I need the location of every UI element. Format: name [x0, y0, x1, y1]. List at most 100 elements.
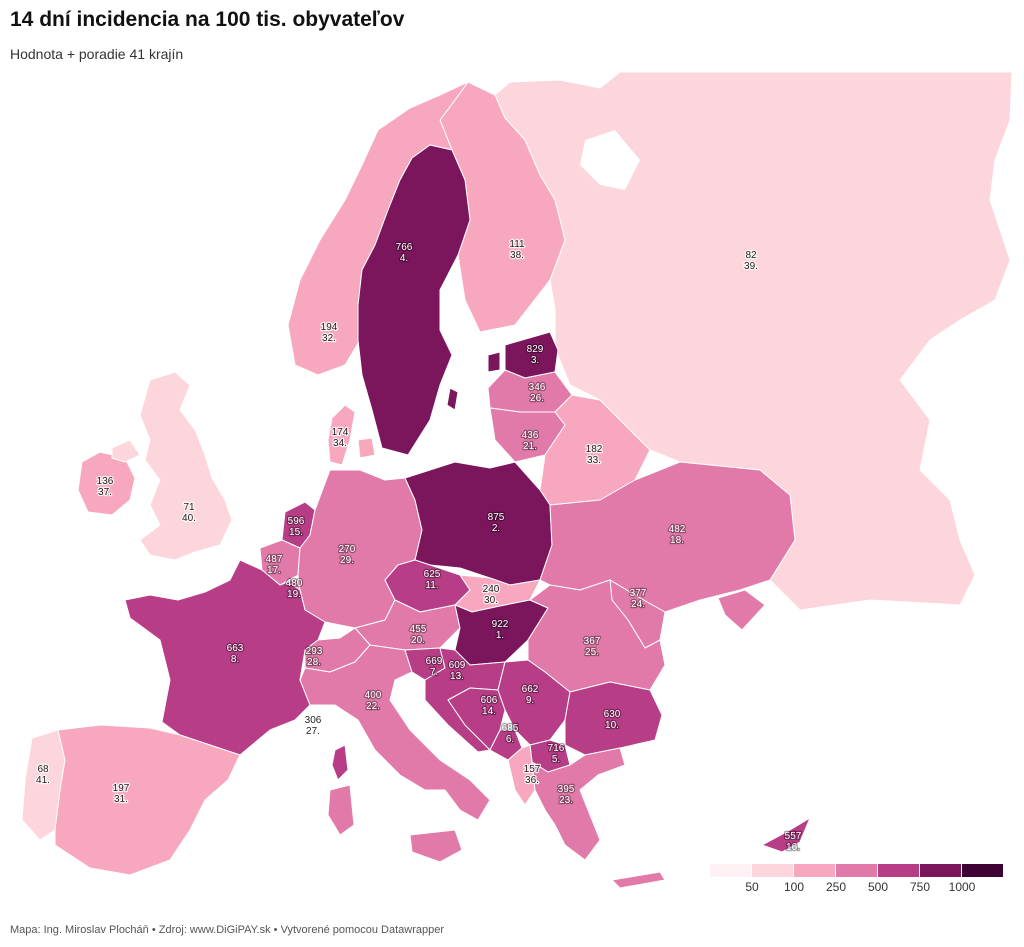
- region-italy-sicily[interactable]: [409, 829, 463, 863]
- label-portugal: 68 41.: [36, 764, 50, 786]
- legend-tick: 750: [910, 880, 930, 894]
- label-russia: 82 39.: [744, 250, 758, 272]
- label-switzerland: 293 28.: [306, 646, 323, 668]
- region-spain[interactable]: [54, 724, 241, 876]
- region-ireland[interactable]: [77, 451, 136, 516]
- label-value: 829: [527, 344, 544, 355]
- label-rank: 14.: [482, 706, 496, 717]
- legend-tick: 100: [784, 880, 804, 894]
- color-legend: 50 100 250 500 750 1000: [710, 864, 1003, 894]
- label-value: 487: [266, 554, 283, 565]
- legend-swatch: [752, 864, 793, 877]
- label-estonia: 829 3.: [527, 344, 544, 366]
- label-albania: 157 36.: [524, 764, 541, 786]
- label-denmark: 174 34.: [332, 427, 349, 449]
- region-uk[interactable]: [139, 371, 233, 561]
- label-value: 197: [113, 783, 130, 794]
- label-rank: 11.: [425, 580, 438, 591]
- label-rank: 7.: [430, 667, 438, 678]
- label-rank: 17.: [267, 565, 281, 576]
- label-value: 557: [785, 831, 802, 842]
- label-value: 111: [509, 239, 525, 250]
- label-rank: 15.: [289, 527, 303, 538]
- label-cyprus: 557 16.: [785, 831, 802, 853]
- legend-swatch: [794, 864, 835, 877]
- label-latvia: 346 26.: [529, 382, 546, 404]
- label-rank: 13.: [450, 671, 464, 682]
- legend-swatch: [836, 864, 877, 877]
- region-estonia-islands[interactable]: [487, 351, 501, 373]
- label-rank: 9.: [526, 695, 534, 706]
- label-italy: 400 22.: [365, 690, 382, 712]
- region-bulgaria[interactable]: [564, 681, 663, 756]
- region-greece[interactable]: [531, 747, 626, 861]
- region-sweden-gotland[interactable]: [446, 387, 459, 411]
- label-moldova: 377 24.: [630, 588, 647, 610]
- region-uk-ni[interactable]: [111, 439, 141, 463]
- label-rank: 24.: [631, 599, 645, 610]
- label-rank: 22.: [366, 701, 380, 712]
- label-value: 663: [227, 643, 244, 654]
- label-rank: 8.: [231, 654, 239, 665]
- region-ukraine-crimea[interactable]: [717, 589, 766, 631]
- label-value: 596: [288, 516, 305, 527]
- label-value: 662: [522, 684, 539, 695]
- region-italy[interactable]: [299, 644, 491, 821]
- label-value: 157: [524, 764, 541, 775]
- label-rank: 37.: [98, 487, 112, 498]
- label-rank: 36.: [525, 775, 539, 786]
- label-lithuania: 436 21.: [522, 430, 539, 452]
- label-slovenia: 669 7.: [426, 656, 443, 678]
- legend-swatch: [920, 864, 961, 877]
- label-luxembourg: 480 19.: [286, 578, 303, 600]
- label-value: 293: [306, 646, 323, 657]
- label-hungary: 922 1.: [492, 619, 509, 641]
- label-rank: 5.: [552, 754, 560, 765]
- label-greece: 395 23.: [558, 784, 575, 806]
- label-norway: 194 32.: [321, 322, 338, 344]
- region-denmark-zealand[interactable]: [357, 437, 376, 459]
- label-ukraine: 482 18.: [669, 524, 686, 546]
- label-value: 194: [321, 322, 338, 333]
- label-value: 630: [604, 709, 621, 720]
- region-denmark[interactable]: [327, 404, 356, 466]
- label-value: 922: [492, 619, 509, 630]
- region-cyprus[interactable]: [761, 817, 811, 853]
- region-italy-sardinia[interactable]: [327, 784, 355, 836]
- label-rank: 27.: [306, 726, 320, 737]
- label-rank: 2.: [492, 523, 500, 534]
- label-value: 766: [396, 242, 413, 253]
- label-bulgaria: 630 10.: [604, 709, 621, 731]
- label-value: 609: [449, 660, 466, 671]
- label-value: 716: [548, 743, 565, 754]
- label-value: 182: [586, 444, 603, 455]
- label-value: 346: [529, 382, 546, 393]
- region-france[interactable]: [124, 559, 326, 756]
- region-montenegro[interactable]: [489, 729, 523, 761]
- label-rank: 20.: [411, 635, 425, 646]
- label-rank: 34.: [333, 438, 347, 449]
- region-romania[interactable]: [527, 579, 666, 693]
- legend-swatch: [962, 864, 1003, 877]
- legend-tick: 1000: [949, 880, 976, 894]
- label-rank: 3.: [531, 355, 539, 366]
- label-rank: 39.: [744, 261, 758, 272]
- label-france: 663 8.: [227, 643, 244, 665]
- label-rank: 19.: [287, 589, 301, 600]
- label-belgium: 487 17.: [266, 554, 283, 576]
- label-rank: 38.: [510, 250, 524, 261]
- label-value: 306: [305, 715, 322, 726]
- region-greece-crete[interactable]: [611, 871, 666, 889]
- label-rank: 21.: [523, 441, 537, 452]
- label-rank: 31.: [114, 794, 128, 805]
- label-value: 82: [745, 250, 757, 261]
- region-bosnia[interactable]: [447, 687, 506, 751]
- label-value: 71: [183, 502, 195, 513]
- label-value: 480: [286, 578, 303, 589]
- label-value: 367: [584, 636, 601, 647]
- label-value: 606: [481, 695, 498, 706]
- region-ukraine[interactable]: [539, 461, 796, 613]
- label-value: 174: [332, 427, 349, 438]
- region-sweden[interactable]: [357, 144, 471, 456]
- region-france-corsica[interactable]: [331, 744, 349, 781]
